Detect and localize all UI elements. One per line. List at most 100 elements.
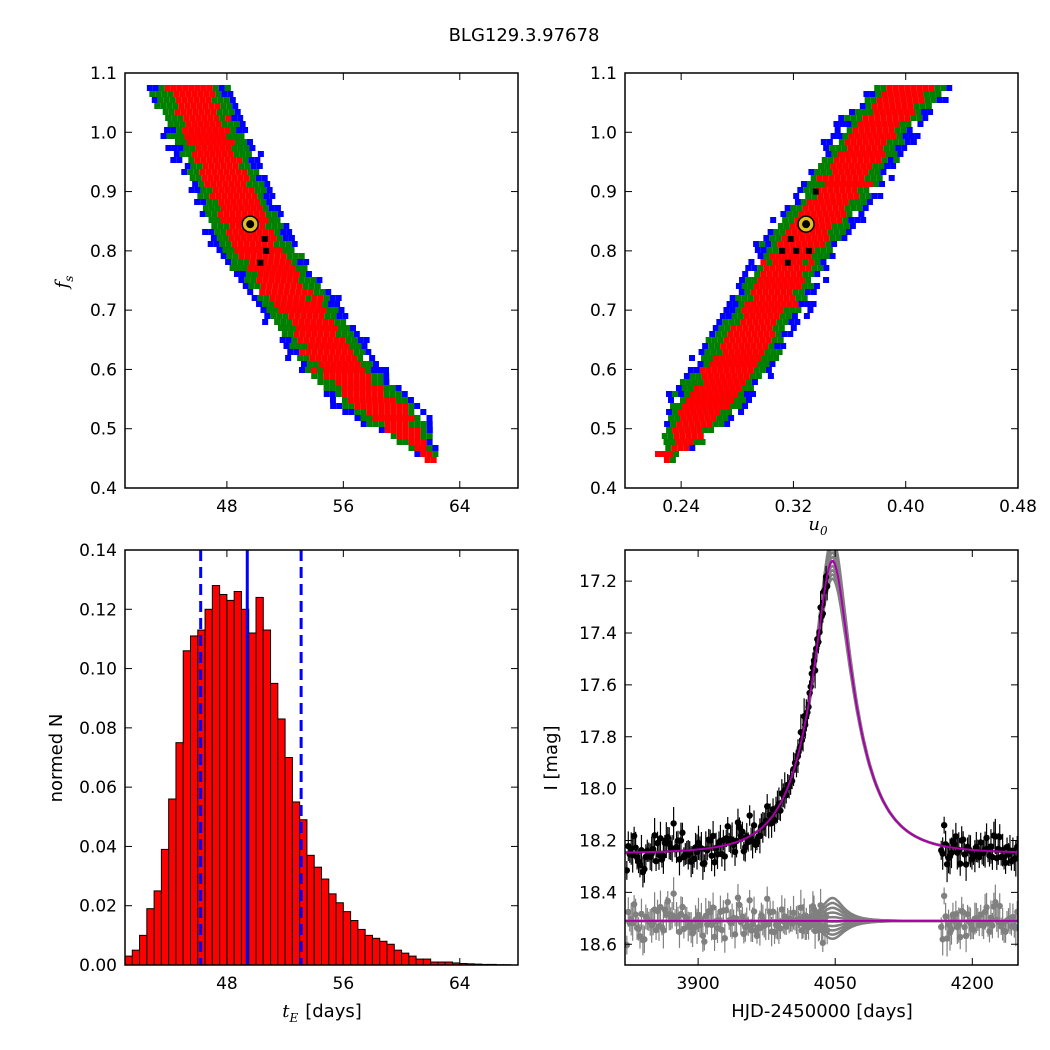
heatmap-cell: [921, 109, 928, 115]
heatmap-cell: [266, 199, 273, 205]
heatmap-cell: [757, 277, 764, 283]
heatmap-cell: [749, 391, 756, 397]
heatmap-cell: [801, 295, 808, 301]
heatmap-cell: [211, 169, 218, 175]
heatmap-cell: [716, 319, 723, 325]
y-tick-label: 17.8: [579, 728, 617, 748]
heatmap-cell: [218, 187, 225, 193]
heatmap-cell: [396, 409, 403, 415]
residual-point: [962, 932, 970, 940]
heatmap-cell: [911, 91, 918, 97]
heatmap-cell: [146, 85, 153, 91]
heatmap-cell: [666, 409, 673, 415]
heatmap-cell: [313, 289, 320, 295]
heatmap-cell: [353, 349, 360, 355]
heatmap-cell: [161, 91, 168, 97]
heatmap-cell: [310, 319, 317, 325]
heatmap-cell: [384, 403, 391, 409]
heatmap-cell: [195, 145, 202, 151]
heatmap-cell: [232, 253, 239, 259]
panel-light-curve: 3900 4050 420017.217.417.617.818.018.218.4…: [541, 549, 1019, 1022]
heatmap-cell: [749, 355, 756, 361]
heatmap-cell: [340, 319, 347, 325]
heatmap-cell: [710, 397, 717, 403]
heatmap-cell: [689, 391, 696, 397]
heatmap-cell: [833, 121, 840, 127]
heatmap-cell: [420, 433, 427, 439]
heatmap-cell: [365, 379, 372, 385]
heatmap-cell: [383, 373, 390, 379]
heatmap-cell: [288, 235, 295, 241]
residual-point: [721, 935, 729, 942]
heatmap-cell: [179, 121, 186, 127]
heatmap-cell: [879, 181, 886, 187]
x-tick-label: 4050: [814, 974, 857, 994]
heatmap-cell: [256, 253, 263, 259]
heatmap-cell: [750, 343, 757, 349]
heatmap-cell: [199, 211, 206, 217]
heatmap-cell: [709, 379, 716, 385]
heatmap-cell: [842, 217, 849, 223]
data-point: [679, 829, 686, 836]
heatmap-cell: [781, 253, 788, 259]
heatmap-cell: [793, 235, 800, 241]
heatmap-cell: [249, 259, 256, 265]
heatmap-cell: [813, 181, 820, 187]
data-point: [652, 857, 660, 865]
heatmap-cell: [353, 397, 360, 403]
heatmap-cell: [351, 355, 358, 361]
heatmap-cell: [722, 397, 729, 403]
heatmap-cell: [897, 151, 904, 157]
heatmap-cell: [676, 403, 683, 409]
heatmap-cell: [357, 337, 364, 343]
heatmap-cell: [789, 307, 796, 313]
heatmap-cell: [683, 391, 690, 397]
heatmap-cell: [710, 349, 717, 355]
heatmap-cell: [233, 193, 240, 199]
heatmap-cell: [178, 103, 185, 109]
heatmap-cell: [844, 115, 851, 121]
heatmap-cell: [902, 133, 909, 139]
heatmap-cell: [291, 241, 298, 247]
heatmap-cell: [353, 373, 360, 379]
data-point: [952, 833, 960, 840]
heatmap-cell: [764, 349, 771, 355]
heatmap-cell: [252, 235, 259, 241]
heatmap-cell: [288, 247, 295, 253]
heatmap-cell: [799, 253, 806, 259]
heatmap-cell: [820, 169, 827, 175]
residual-point: [823, 926, 831, 934]
heatmap-cell: [250, 253, 257, 259]
heatmap-cell: [753, 241, 760, 247]
heatmap-cell: [274, 277, 281, 283]
heatmap-cell: [365, 385, 372, 391]
heatmap-cell: [281, 295, 288, 301]
heatmap-cell: [879, 109, 886, 115]
heatmap-cell: [840, 211, 847, 217]
heatmap-cell: [383, 397, 390, 403]
histogram-bar: [306, 854, 315, 966]
heatmap-cell: [207, 241, 214, 247]
heatmap-cell: [821, 229, 828, 235]
heatmap-cell: [299, 349, 306, 355]
heatmap-cell: [212, 187, 219, 193]
heatmap-cell: [342, 409, 349, 415]
heatmap-cell: [811, 193, 818, 199]
heatmap-cell: [285, 259, 292, 265]
heatmap-cell: [208, 217, 215, 223]
heatmap-cell: [765, 307, 772, 313]
heatmap-cell: [359, 367, 366, 373]
heatmap-cell: [181, 97, 188, 103]
heatmap-cell: [172, 133, 179, 139]
heatmap-cell: [833, 157, 840, 163]
heatmap-cell: [880, 115, 887, 121]
heatmap-cell: [823, 193, 830, 199]
heatmap-cell: [255, 241, 262, 247]
heatmap-cell: [718, 421, 725, 427]
heatmap-cell: [833, 187, 840, 193]
heatmap-cell: [805, 265, 812, 271]
model-envelope-curve: [625, 550, 1018, 854]
heatmap-cell: [292, 301, 299, 307]
heatmap-cell: [859, 193, 866, 199]
heatmap-cell: [210, 109, 217, 115]
